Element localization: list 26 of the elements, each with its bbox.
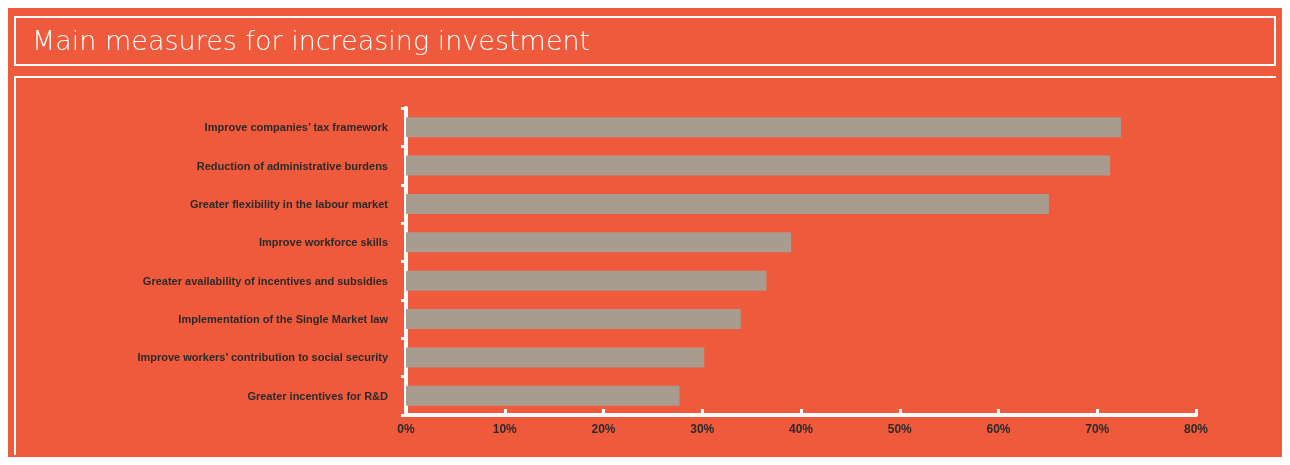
x-tick-label: 80%	[1183, 422, 1209, 436]
x-tick-label: 50%	[887, 422, 913, 436]
bar	[406, 193, 1049, 214]
y-tick-label: Improve workforce skills	[259, 236, 388, 249]
y-tick-label: Greater incentives for R&D	[247, 389, 389, 402]
x-tick-label: 40%	[788, 422, 814, 436]
bar	[406, 385, 680, 406]
bar	[406, 117, 1121, 138]
x-tick-label: 10%	[492, 422, 518, 436]
bar	[406, 155, 1111, 176]
bar	[406, 232, 792, 253]
bar	[406, 347, 705, 368]
chart-title: Main measures for increasing investment	[14, 16, 1276, 66]
y-tick-label: Greater flexibility in the labour market	[189, 197, 389, 210]
x-tick-label: 30%	[690, 422, 715, 436]
bar	[406, 270, 767, 291]
y-tick-label: Improve companies’ tax framework	[204, 121, 389, 134]
y-tick-label: Improve workers’ contribution to social security	[137, 351, 389, 364]
x-tick-label: 20%	[591, 422, 616, 436]
x-tick-label: 0%	[397, 422, 415, 436]
bar	[406, 309, 741, 330]
x-tick-label: 60%	[986, 422, 1011, 436]
y-tick-label: Implementation of the Single Market law	[178, 313, 389, 326]
x-tick-label: 70%	[1085, 422, 1110, 436]
y-tick-label: Greater availability of incentives and subsidies	[142, 274, 388, 287]
y-tick-label: Reduction of administrative burdens	[196, 159, 388, 172]
